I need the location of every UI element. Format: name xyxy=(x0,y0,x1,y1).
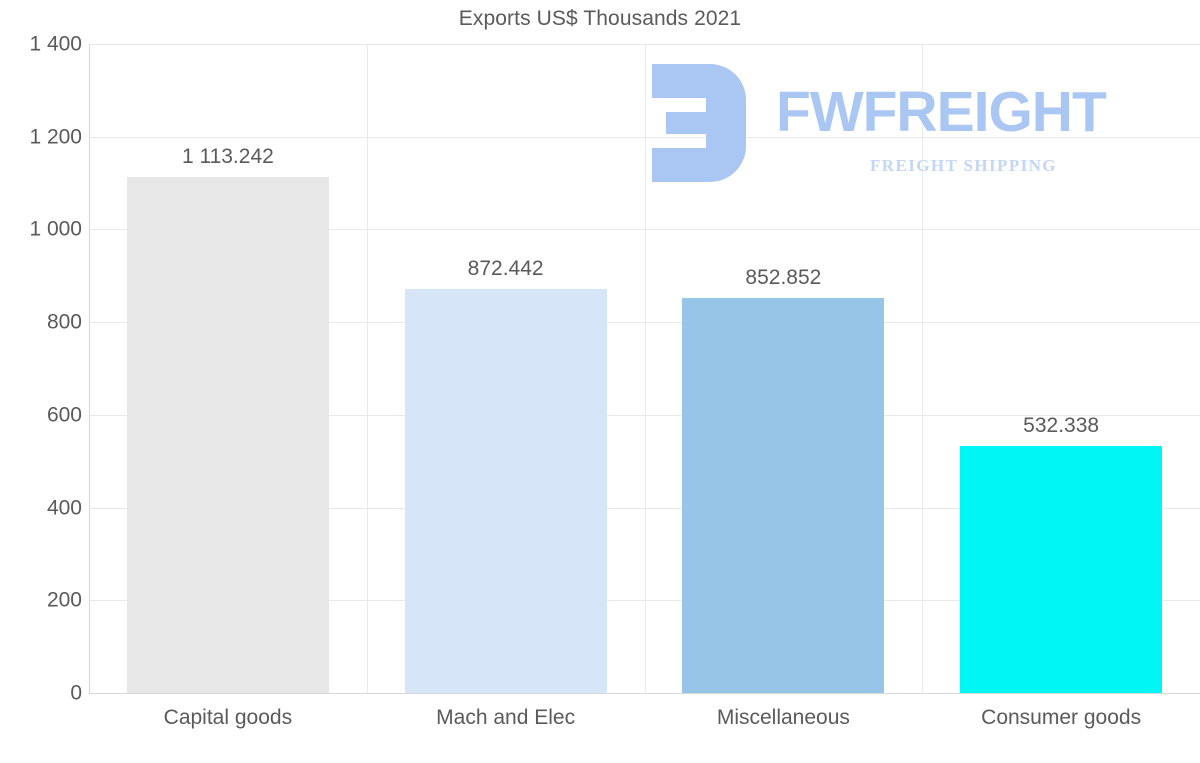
x-axis-category-label: Mach and Elec xyxy=(436,706,576,729)
gridline xyxy=(89,322,1200,324)
plot-area xyxy=(89,44,1200,694)
vertical-gridline xyxy=(922,44,923,693)
y-axis-tick-label: 400 xyxy=(46,496,82,520)
y-axis-tick-label: 1 200 xyxy=(29,125,82,149)
y-axis-tick-label: 1 400 xyxy=(29,32,82,56)
y-axis-tick-label: 0 xyxy=(70,681,82,705)
gridline xyxy=(89,229,1200,231)
gridline xyxy=(89,693,1200,694)
vertical-gridline xyxy=(645,44,646,693)
gridline xyxy=(89,507,1200,509)
y-axis-line xyxy=(89,44,90,694)
bar[interactable] xyxy=(960,446,1163,693)
gridline xyxy=(89,44,1200,45)
chart-title: Exports US$ Thousands 2021 xyxy=(458,7,742,30)
y-axis-tick-label: 1 000 xyxy=(29,217,82,241)
y-axis-tick-label: 800 xyxy=(46,310,82,334)
gridline xyxy=(89,600,1200,602)
y-axis-tick-label: 200 xyxy=(46,588,82,612)
bar[interactable] xyxy=(682,297,885,693)
bar[interactable] xyxy=(404,288,607,693)
gridline xyxy=(89,136,1200,138)
x-axis-category-label: Consumer goods xyxy=(981,706,1142,729)
x-axis-category-label: Capital goods xyxy=(163,706,293,729)
bar-value-label: 872.442 xyxy=(467,256,544,280)
bar[interactable] xyxy=(126,176,329,693)
bar-value-label: 1 113.242 xyxy=(181,144,274,168)
bar-value-label: 532.338 xyxy=(1023,414,1100,438)
y-axis-tick-label: 600 xyxy=(46,403,82,427)
vertical-gridline xyxy=(367,44,368,693)
x-axis-category-label: Miscellaneous xyxy=(716,706,850,729)
gridline xyxy=(89,414,1200,416)
bar-value-label: 852.852 xyxy=(745,265,822,289)
